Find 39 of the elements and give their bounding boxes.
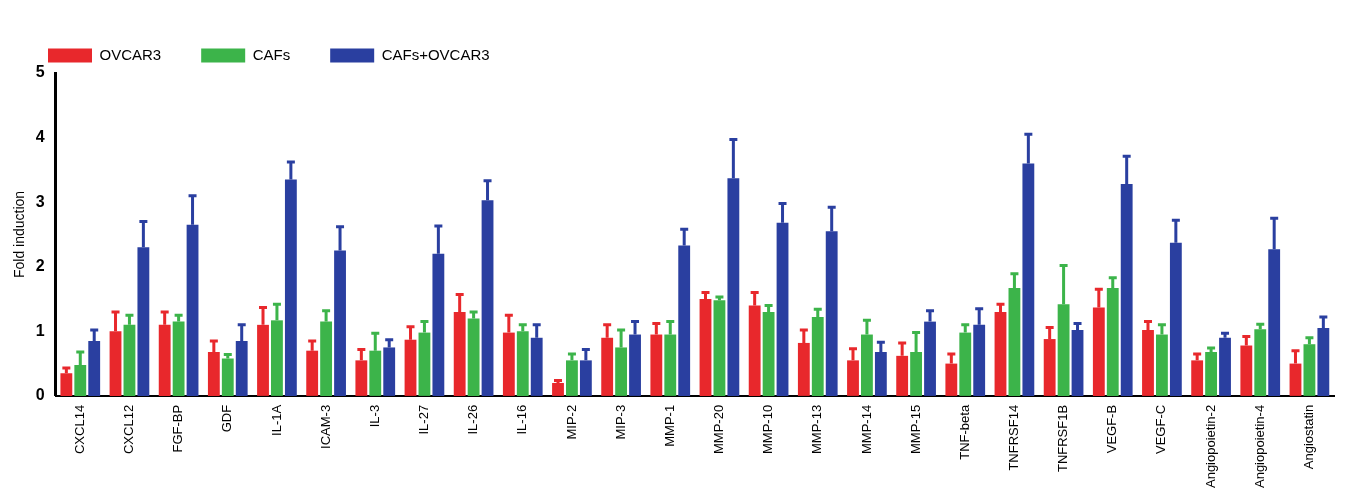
x-tick-label: GDF — [219, 404, 235, 433]
x-tick-label: IL-3 — [366, 404, 382, 428]
legend-label: CAFs — [252, 45, 291, 63]
x-tick-label: IL-16 — [514, 404, 530, 435]
legend-label: CAFs+OVCAR3 — [381, 45, 490, 63]
y-tick-label: 2 — [35, 257, 45, 275]
x-tick-label: FGF-BP — [170, 404, 186, 453]
x-tick-label: TNF-beta — [956, 404, 972, 460]
y-axis-title: Fold induction — [11, 190, 28, 279]
x-tick-label: TNFRSF14 — [1006, 404, 1021, 471]
x-tick-label: IL-27 — [416, 404, 432, 435]
x-tick-label: MMP-15 — [907, 404, 923, 455]
x-tick-label: MMP-20 — [711, 404, 727, 455]
x-tick-label: TNFRSF1B — [1055, 404, 1071, 473]
y-tick-label: 3 — [35, 192, 45, 210]
x-tick-label: Angiostatin — [1301, 404, 1316, 470]
x-tick-label: MMP-10 — [760, 404, 776, 455]
x-tick-label: IL-26 — [465, 404, 481, 435]
x-tick-label: Angiopoietin-2 — [1202, 404, 1218, 489]
x-tick-label: CXCL14 — [71, 404, 87, 455]
bar — [1205, 351, 1218, 396]
x-tick-label: MIP-3 — [612, 404, 628, 440]
y-tick-label: 5 — [35, 63, 45, 81]
x-tick-label: MMP-14 — [858, 404, 874, 455]
bar — [552, 382, 564, 396]
x-tick-label: IL-1A — [268, 404, 284, 436]
bar — [713, 300, 726, 396]
x-tick-label: ICAM-3 — [317, 404, 333, 449]
x-tick-label: MMP-13 — [809, 404, 825, 455]
x-tick-label: MMP-1 — [661, 404, 677, 447]
x-tick-label: Angiopoietin-4 — [1251, 404, 1267, 489]
x-tick-label: MIP-2 — [563, 404, 579, 440]
x-tick-label: VEGF-B — [1104, 404, 1120, 454]
y-tick-label: 1 — [35, 321, 45, 339]
x-tick-label: VEGF-C — [1153, 404, 1169, 455]
legend-label: OVCAR3 — [99, 45, 162, 63]
y-tick-label: 0 — [35, 386, 45, 404]
y-tick-label: 4 — [35, 127, 45, 145]
x-tick-label: CXCL12 — [121, 404, 137, 455]
